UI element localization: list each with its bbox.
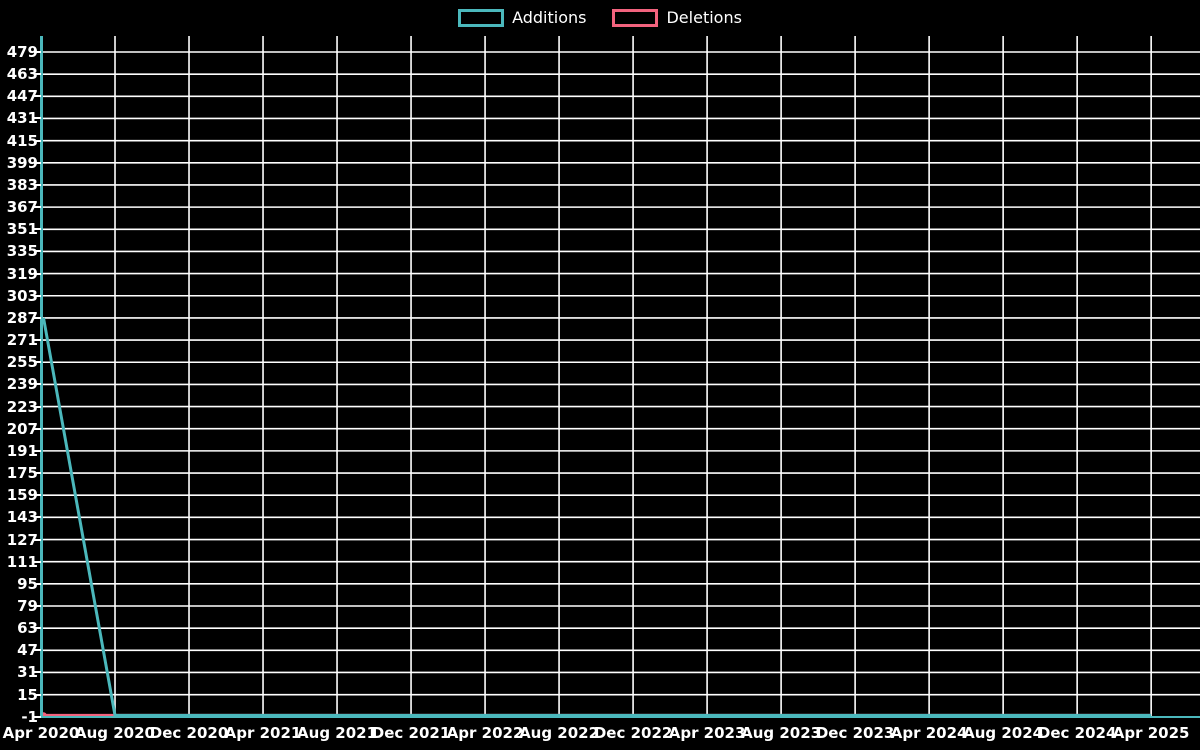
y-axis-tick-mark	[34, 361, 41, 364]
x-axis-ticks: Apr 2020 Aug 2020 Dec 2020 Apr 2021 Aug 2021…	[0, 722, 1200, 750]
y-axis-tick-mark	[34, 272, 41, 275]
y-axis-tick-label: 271	[6, 331, 38, 350]
y-axis-tick-mark	[34, 538, 41, 541]
y-axis-tick-label: -1	[21, 707, 38, 726]
y-axis-tick-label: 79	[17, 597, 38, 615]
y-axis-tick-label: 335	[6, 242, 38, 261]
y-axis-tick-label: 447	[6, 87, 38, 106]
y-axis-tick-label: 319	[6, 264, 38, 283]
x-axis-tick-label: Apr 2023	[668, 724, 746, 742]
y-axis-tick-label: 159	[6, 486, 38, 505]
y-axis-tick-label: 111	[6, 552, 38, 571]
y-axis-tick-label: 287	[6, 308, 38, 327]
y-axis-tick-mark	[34, 671, 41, 674]
x-axis-tick-label: Aug 2022	[519, 724, 600, 742]
y-axis-tick-label: 191	[6, 441, 38, 460]
y-axis-tick-mark	[34, 51, 41, 53]
y-axis-tick-mark	[34, 183, 41, 186]
x-axis-tick-label: Aug 2024	[963, 724, 1044, 742]
y-axis-tick-mark	[34, 139, 41, 142]
y-axis-tick-label: 207	[6, 419, 38, 438]
x-axis-tick-label: Dec 2023	[815, 724, 895, 742]
y-axis-line	[40, 36, 43, 718]
x-axis-tick-label: Apr 2020	[2, 724, 80, 742]
y-axis-tick-label: 31	[17, 663, 38, 682]
y-axis-tick-label: 175	[6, 464, 38, 483]
x-axis-tick-label: Dec 2022	[593, 724, 673, 742]
x-axis-tick-label: Apr 2022	[446, 724, 524, 742]
x-axis-tick-label: Aug 2020	[75, 724, 155, 742]
y-axis-tick-mark	[34, 582, 41, 585]
y-axis-tick-mark	[34, 206, 41, 209]
x-axis-tick-label: Aug 2023	[741, 724, 822, 742]
x-axis-tick-label: Apr 2025	[1112, 724, 1190, 742]
y-axis-tick-label: 223	[6, 397, 38, 416]
y-axis-tick-mark	[34, 294, 41, 297]
y-axis-tick-label: 255	[6, 353, 38, 372]
y-axis-tick-mark	[34, 73, 41, 76]
y-axis-tick-label: 63	[17, 619, 38, 638]
y-axis-tick-label: 127	[6, 530, 38, 549]
plot-area	[41, 36, 1200, 718]
y-axis-tick-label: 95	[17, 574, 38, 593]
y-axis-tick-label: 463	[6, 65, 38, 84]
legend-item-deletions[interactable]: Deletions	[612, 7, 742, 29]
y-axis-tick-mark	[34, 516, 41, 519]
x-axis-tick-label: Apr 2024	[890, 724, 968, 742]
y-axis-tick-mark	[34, 494, 41, 497]
y-axis-tick-mark	[34, 250, 41, 253]
y-axis-tick-mark	[34, 627, 41, 630]
y-axis-tick-mark	[34, 449, 41, 452]
y-axis-tick-mark	[34, 383, 41, 386]
x-axis-tick-label: Aug 2021	[297, 724, 378, 742]
y-axis-tick-label: 479	[6, 43, 38, 61]
chart-legend: Additions Deletions	[0, 0, 1200, 36]
y-axis-tick-mark	[34, 117, 41, 120]
y-axis-tick-mark	[34, 715, 41, 718]
legend-label-deletions: Deletions	[666, 8, 742, 27]
y-axis-tick-mark	[34, 427, 41, 430]
series-swatch-deletions-icon	[612, 9, 659, 27]
y-axis-tick-label: 351	[6, 220, 38, 239]
vertical-gridlines	[114, 36, 1152, 718]
x-axis-tick-label: Dec 2020	[149, 724, 229, 742]
y-axis-tick-label: 143	[6, 508, 38, 527]
y-axis-ticks: 479 463 447 431 415 399 383 367 351 335 319 303 287 2…	[0, 36, 1200, 724]
y-axis-tick-mark	[34, 316, 41, 319]
legend-item-additions[interactable]: Additions	[458, 7, 586, 29]
y-axis-tick-label: 399	[6, 153, 38, 172]
series-swatch-additions-icon	[458, 9, 505, 27]
horizontal-gridlines	[41, 51, 1200, 718]
y-axis-tick-mark	[34, 605, 41, 607]
y-axis-tick-label: 47	[17, 641, 38, 660]
y-axis-tick-mark	[34, 339, 41, 342]
y-axis-tick-mark	[34, 693, 41, 696]
y-axis-tick-mark	[34, 472, 41, 475]
y-axis-tick-mark	[34, 228, 41, 231]
plot-svg	[41, 36, 1200, 718]
y-axis-tick-label: 15	[17, 685, 38, 704]
y-axis-tick-mark	[34, 405, 41, 408]
y-axis-tick-label: 367	[6, 198, 38, 217]
x-axis-line	[41, 716, 1200, 718]
legend-label-additions: Additions	[512, 8, 587, 27]
y-axis-tick-mark	[34, 95, 41, 98]
y-axis-tick-mark	[34, 560, 41, 563]
y-axis-tick-label: 431	[6, 109, 38, 128]
y-axis-tick-mark	[34, 161, 41, 164]
y-axis-tick-label: 415	[6, 131, 38, 150]
y-axis-tick-mark	[34, 649, 41, 652]
y-axis-tick-label: 303	[6, 286, 38, 305]
x-axis-tick-label: Dec 2024	[1037, 724, 1117, 742]
y-axis-tick-label: 383	[6, 175, 38, 194]
x-axis-tick-label: Apr 2021	[224, 724, 302, 742]
x-axis-tick-label: Dec 2021	[371, 724, 451, 742]
y-axis-tick-label: 239	[6, 375, 38, 394]
series-line-additions	[42, 317, 1152, 717]
